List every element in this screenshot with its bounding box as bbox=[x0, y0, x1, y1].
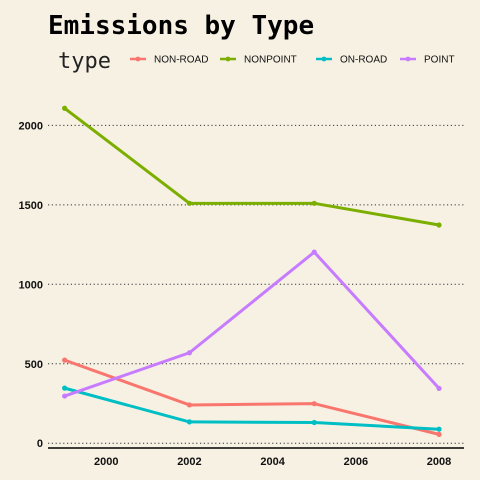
data-point bbox=[62, 385, 68, 391]
data-point bbox=[62, 393, 68, 399]
x-axis: 2000 2002 2004 2006 2008 bbox=[48, 447, 464, 468]
legend: NON-ROAD NONPOINT ON-ROAD POINT bbox=[130, 55, 455, 66]
legend-item: ON-ROAD bbox=[316, 55, 387, 66]
x-tick-label: 2004 bbox=[260, 456, 285, 468]
data-point bbox=[311, 401, 317, 407]
data-point bbox=[62, 105, 68, 111]
legend-key-point bbox=[225, 56, 231, 62]
y-axis: 0 500 1000 1500 2000 bbox=[19, 120, 43, 450]
legend-label: NON-ROAD bbox=[154, 55, 208, 66]
series-layer bbox=[62, 105, 442, 437]
data-point bbox=[186, 402, 193, 408]
y-tick-label: 0 bbox=[37, 438, 43, 450]
data-point bbox=[436, 431, 442, 437]
chart-title: Emissions by Type bbox=[48, 11, 314, 41]
legend-title: type bbox=[58, 49, 111, 74]
data-point bbox=[436, 426, 442, 432]
legend-item: NONPOINT bbox=[220, 55, 297, 66]
series-point bbox=[62, 249, 442, 399]
legend-item: NON-ROAD bbox=[130, 55, 208, 66]
y-tick-label: 1500 bbox=[19, 200, 43, 212]
data-point bbox=[186, 350, 193, 356]
y-tick-label: 2000 bbox=[19, 120, 43, 132]
legend-label: POINT bbox=[424, 55, 455, 66]
data-point bbox=[186, 419, 193, 425]
x-tick-label: 2006 bbox=[344, 456, 368, 468]
data-point bbox=[311, 249, 317, 255]
legend-label: NONPOINT bbox=[244, 55, 297, 66]
y-tick-label: 500 bbox=[25, 359, 43, 371]
series-line bbox=[63, 386, 441, 431]
data-point bbox=[436, 385, 442, 392]
legend-key-point bbox=[135, 56, 141, 62]
series-line bbox=[63, 358, 441, 436]
y-tick-label: 1000 bbox=[19, 279, 43, 291]
legend-label: ON-ROAD bbox=[340, 55, 387, 66]
series-line bbox=[63, 250, 441, 398]
data-point bbox=[62, 357, 68, 363]
data-point bbox=[311, 200, 317, 206]
legend-item: POINT bbox=[400, 55, 455, 66]
series-line bbox=[63, 106, 441, 227]
grid-lines bbox=[48, 124, 464, 444]
data-point bbox=[186, 200, 193, 206]
x-tick-label: 2008 bbox=[427, 456, 451, 468]
x-tick-label: 2002 bbox=[177, 456, 201, 468]
legend-key-point bbox=[405, 56, 411, 62]
series-nonpoint bbox=[62, 105, 442, 228]
series-non-road bbox=[62, 357, 442, 437]
x-tick-label: 2000 bbox=[94, 456, 118, 468]
legend-key-point bbox=[321, 56, 327, 62]
series-on-road bbox=[62, 385, 442, 432]
data-point bbox=[311, 419, 317, 426]
data-point bbox=[436, 222, 442, 228]
